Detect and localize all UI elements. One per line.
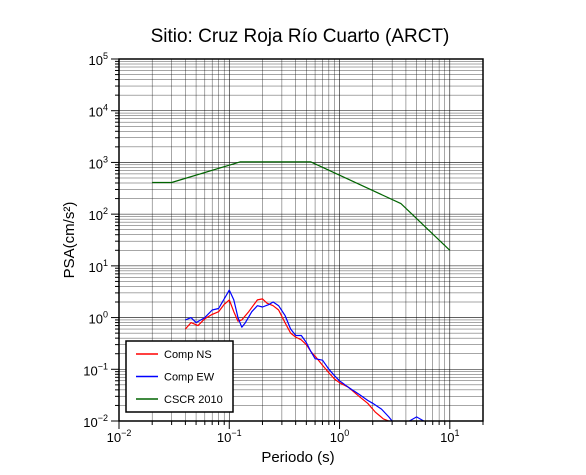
- x-tick-label: 100: [330, 428, 349, 445]
- y-axis-label: PSA(cm/s²): [61, 202, 78, 279]
- y-tick-label: 103: [89, 154, 108, 171]
- x-tick-label: 101: [440, 428, 459, 445]
- series-line: [152, 161, 451, 251]
- legend-label: Comp NS: [164, 349, 212, 361]
- series-line-segment: [409, 416, 425, 422]
- series-line: [185, 289, 393, 422]
- x-tick-labels: 10−2 10−1 100 101: [107, 428, 460, 445]
- ticks: [111, 58, 484, 429]
- plot-frame: [118, 58, 484, 422]
- y-tick-label: 10−2: [83, 413, 108, 430]
- series-line: [184, 298, 390, 422]
- y-tick-labels: 10−2 10−1 100 101 102 103 104 105: [83, 51, 108, 430]
- series-lines: [152, 161, 451, 422]
- y-tick-label: 105: [89, 51, 108, 68]
- y-tick-label: 102: [89, 206, 108, 223]
- y-tick-label: 100: [89, 310, 108, 327]
- y-tick-label: 101: [89, 258, 108, 275]
- legend-label: Comp EW: [164, 372, 215, 384]
- legend-label: CSCR 2010: [164, 394, 223, 406]
- x-axis-label: Periodo (s): [261, 449, 334, 466]
- y-tick-label: 10−1: [83, 361, 108, 378]
- chart-title: Sitio: Cruz Roja Río Cuarto (ARCT): [151, 26, 450, 47]
- x-tick-label: 10−1: [217, 428, 242, 445]
- legend: Comp NS Comp EW CSCR 2010: [125, 340, 234, 413]
- x-tick-label: 10−2: [107, 428, 132, 445]
- y-tick-label: 104: [89, 103, 108, 120]
